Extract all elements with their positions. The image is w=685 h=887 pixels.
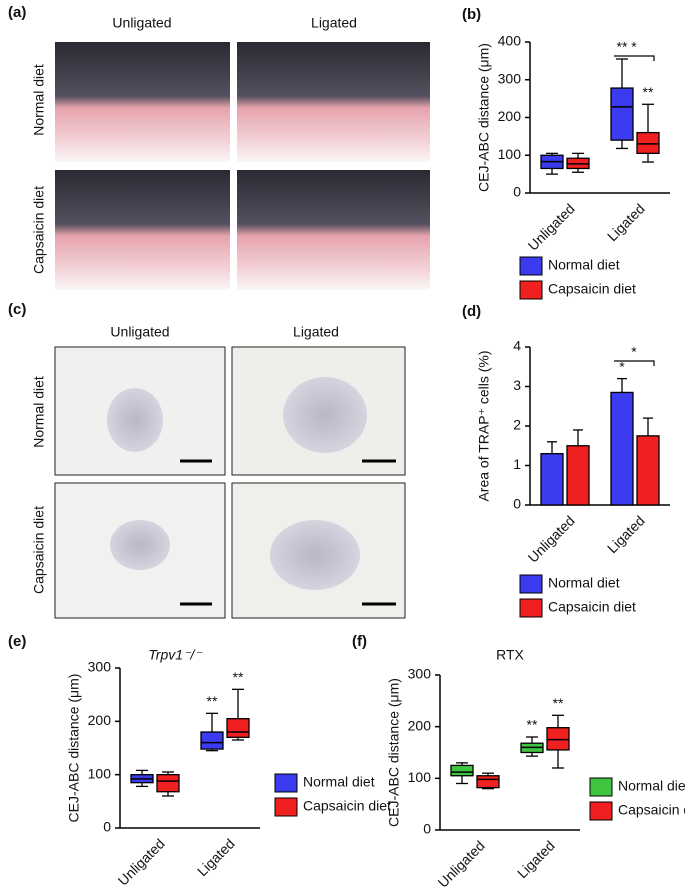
significance-mark: * <box>631 39 637 55</box>
significance-mark: * <box>631 344 637 360</box>
x-tick-label: Unligated <box>435 837 488 887</box>
y-axis-label: Area of TRAP⁺ cells (%) <box>476 350 492 501</box>
y-tick-label: 2 <box>513 417 521 433</box>
tissue <box>107 388 163 452</box>
x-tick-label: Ligated <box>514 837 558 881</box>
chart-title: Trpv1⁻/⁻ <box>148 647 203 663</box>
y-tick-label: 0 <box>103 819 111 835</box>
bar <box>610 391 634 506</box>
legend-swatch <box>519 256 543 276</box>
significance-mark: ** <box>527 717 538 733</box>
significance-mark: ** <box>617 39 628 55</box>
significance-bracket <box>614 360 655 366</box>
significance-bracket <box>614 55 655 61</box>
y-tick-label: 300 <box>408 666 432 682</box>
row-label: Capsaicin diet <box>31 186 47 274</box>
box <box>476 775 500 789</box>
box <box>546 727 570 751</box>
significance-mark: * <box>619 358 625 374</box>
y-tick-label: 100 <box>498 146 522 162</box>
row-label: Capsaicin diet <box>31 506 47 594</box>
x-tick-label: Unligated <box>525 200 578 253</box>
bar <box>636 435 660 506</box>
photo-grid-c: (c) Unligated Ligated Normal diet Capsai… <box>8 301 406 619</box>
y-tick-label: 0 <box>423 821 431 837</box>
x-tick-label: Ligated <box>194 835 238 879</box>
legend-swatch <box>519 280 543 300</box>
row-label: Normal diet <box>31 376 47 448</box>
y-tick-label: 3 <box>513 377 521 393</box>
photo-grid-a: (a) Unligated Ligated Normal diet Capsai… <box>8 4 430 290</box>
significance-mark: ** <box>207 693 218 709</box>
legend-label: Normal diet <box>548 257 620 273</box>
y-tick-label: 100 <box>88 765 112 781</box>
photo <box>55 170 230 290</box>
column-label: Ligated <box>293 324 339 340</box>
legend-swatch <box>589 777 613 797</box>
box <box>610 87 634 141</box>
column-label: Unligated <box>110 324 169 340</box>
y-axis-label: CEJ-ABC distance (μm) <box>386 678 402 827</box>
panel-label: (d) <box>462 303 481 320</box>
y-tick-label: 4 <box>513 338 521 354</box>
y-tick-label: 400 <box>498 33 522 49</box>
legend-label: Capsaicin diet <box>303 798 391 814</box>
bar <box>566 445 590 506</box>
significance-mark: ** <box>233 669 244 685</box>
column-label: Unligated <box>112 15 171 31</box>
legend-swatch <box>519 574 543 594</box>
legend-swatch <box>519 598 543 618</box>
tissue <box>110 520 170 570</box>
y-tick-label: 300 <box>498 70 522 86</box>
legend-label: Normal diet <box>548 575 620 591</box>
photo <box>55 42 230 162</box>
row-label: Normal diet <box>31 64 47 136</box>
tissue <box>283 377 367 453</box>
significance-mark: ** <box>643 84 654 100</box>
y-axis-label: CEJ-ABC distance (μm) <box>66 674 82 823</box>
legend-label: Normal diet <box>303 774 375 790</box>
x-tick-label: Unligated <box>115 835 168 887</box>
x-tick-label: Unligated <box>525 512 578 565</box>
tissue <box>270 520 360 590</box>
legend-label: Capsaicin diet <box>548 281 636 297</box>
x-tick-label: Ligated <box>604 200 648 244</box>
box <box>200 731 224 750</box>
x-tick-label: Ligated <box>604 512 648 556</box>
box <box>450 764 474 777</box>
legend-swatch <box>589 801 613 821</box>
y-tick-label: 1 <box>513 456 521 472</box>
panel-label: (c) <box>8 301 26 318</box>
box <box>226 718 250 738</box>
column-label: Ligated <box>311 15 357 31</box>
chart-title: RTX <box>496 647 524 663</box>
legend-label: Normal diet <box>618 778 685 794</box>
y-tick-label: 100 <box>408 769 432 785</box>
box <box>636 131 660 155</box>
legend-label: Capsaicin diet <box>618 802 685 818</box>
bar <box>540 452 564 506</box>
y-axis-label: CEJ-ABC distance (μm) <box>476 43 492 192</box>
y-tick-label: 200 <box>408 717 432 733</box>
legend-label: Capsaicin diet <box>548 599 636 615</box>
y-tick-label: 200 <box>88 712 112 728</box>
photo <box>237 170 430 290</box>
panel-label: (b) <box>462 6 481 23</box>
legend-swatch <box>274 797 298 817</box>
panel-label: (a) <box>8 4 26 21</box>
significance-mark: ** <box>553 695 564 711</box>
legend-swatch <box>274 773 298 793</box>
y-tick-label: 0 <box>513 496 521 512</box>
y-tick-label: 0 <box>513 184 521 200</box>
photo <box>237 42 430 162</box>
panel-label: (f) <box>352 633 367 650</box>
panel-label: (e) <box>8 633 26 650</box>
box <box>156 774 180 793</box>
y-tick-label: 300 <box>88 659 112 675</box>
y-tick-label: 200 <box>498 108 522 124</box>
